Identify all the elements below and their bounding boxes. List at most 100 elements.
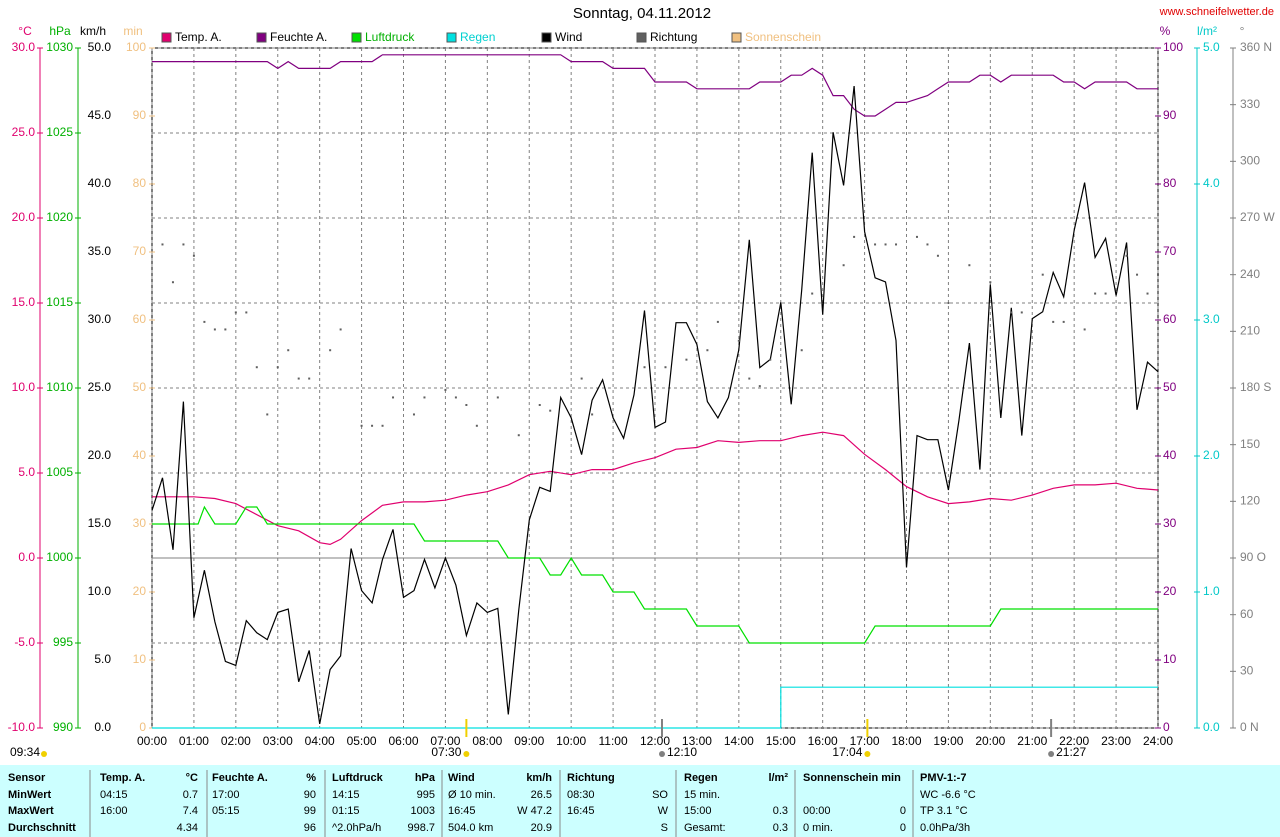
axis-unit: °C <box>18 24 32 38</box>
direction-dot <box>381 424 384 427</box>
x-tick-label: 20:00 <box>975 734 1005 748</box>
y-tick-label: 0.0 <box>18 550 35 564</box>
table-cell: W 47.2 <box>517 805 552 817</box>
table-cell: 90 <box>304 789 316 801</box>
direction-dot <box>371 424 374 427</box>
table-cell: Feuchte A. <box>212 772 268 784</box>
x-tick-label: 10:00 <box>556 734 586 748</box>
table-cell: 99 <box>304 805 316 817</box>
direction-dot <box>895 243 898 246</box>
table-cell: 1003 <box>411 805 435 817</box>
marker-dot <box>658 751 665 757</box>
table-cell: Ø 10 min. <box>448 789 496 801</box>
y-tick-label: 30 <box>1163 516 1177 530</box>
table-cell: 20.9 <box>531 822 552 834</box>
direction-dot <box>884 243 887 246</box>
x-tick-label: 08:00 <box>472 734 502 748</box>
direction-dot <box>538 404 541 406</box>
y-tick-label: 15.0 <box>88 516 112 530</box>
direction-dot <box>308 377 311 380</box>
marker-label: 12:10 <box>667 745 697 759</box>
legend-label: Richtung <box>650 30 697 44</box>
table-cell: 0.0hPa/3h <box>920 822 970 834</box>
axis-unit: % <box>1160 24 1171 38</box>
series-line <box>151 86 1159 725</box>
direction-dot <box>161 243 164 246</box>
table-cell: 16:00 <box>100 805 128 817</box>
direction-dot <box>192 254 195 257</box>
table-cell: km/h <box>526 772 552 784</box>
x-tick-label: 24:00 <box>1143 734 1173 748</box>
table-cell: Sonnenschein min <box>803 772 901 784</box>
stats-table: Sensor Temp. A. °C Feuchte A.% Luftdruck hPa W… <box>8 770 976 837</box>
y-tick-label: 1000 <box>46 550 73 564</box>
y-tick-label: 35.0 <box>88 244 112 258</box>
direction-dot <box>811 292 814 295</box>
y-tick-label: 4.0 <box>1203 176 1220 190</box>
source: www.schneifelwetter.de <box>1159 6 1274 18</box>
y-tick-label: 360 N <box>1240 40 1272 54</box>
direction-dot <box>748 377 751 380</box>
table-cell: W <box>658 805 669 817</box>
direction-dot <box>392 396 395 399</box>
y-tick-label: 80 <box>133 176 147 190</box>
table-cell: 05:15 <box>212 805 240 817</box>
x-tick-label: 23:00 <box>1101 734 1131 748</box>
direction-dot <box>171 281 174 284</box>
row-label: MinWert <box>8 789 52 801</box>
y-tick-label: 60 <box>1240 607 1254 621</box>
y-tick-label: 10.0 <box>12 380 36 394</box>
y-tick-label: 90 <box>133 108 147 122</box>
axis-unit: hPa <box>49 24 71 38</box>
series-line <box>152 431 1159 546</box>
y-tick-label: 30 <box>133 516 147 530</box>
direction-dot <box>297 377 300 380</box>
y-tick-label: 990 <box>53 720 73 734</box>
direction-dot <box>465 404 468 406</box>
direction-dot <box>968 264 971 267</box>
y-tick-label: 45.0 <box>88 108 112 122</box>
marker-dot <box>463 751 470 757</box>
y-tick-label: 20.0 <box>12 210 36 224</box>
y-tick-label: 240 <box>1240 267 1260 281</box>
chart-title: Sonntag, 04.11.2012 <box>573 5 711 22</box>
table-cell: 998.7 <box>407 822 435 834</box>
y-tick-label: 5.0 <box>18 465 35 479</box>
direction-dot <box>245 311 248 314</box>
y-tick-label: 70 <box>133 244 147 258</box>
table-cell: 4.34 <box>177 822 198 834</box>
y-tick-label: 180 S <box>1240 380 1271 394</box>
y-tick-label: 90 <box>1163 108 1177 122</box>
direction-dot <box>224 328 227 331</box>
x-tick-label: 01:00 <box>179 734 209 748</box>
y-tick-label: 40 <box>1163 448 1177 462</box>
x-tick-label: 22:00 <box>1059 734 1089 748</box>
y-tick-label: 70 <box>1163 244 1177 258</box>
direction-dot <box>706 349 709 352</box>
direction-dot <box>1010 311 1013 314</box>
y-tick-label: 1.0 <box>1203 584 1220 598</box>
table-cell: S <box>661 822 668 834</box>
y-tick-label: 120 <box>1240 494 1260 508</box>
direction-dot <box>444 388 447 391</box>
direction-dot <box>800 349 803 352</box>
y-tick-label: 40 <box>133 448 147 462</box>
x-tick-label: 05:00 <box>347 734 377 748</box>
table-cell: 0 <box>900 822 906 834</box>
y-tick-label: 5.0 <box>1203 40 1220 54</box>
direction-dot <box>339 328 342 331</box>
direction-dot <box>423 396 426 399</box>
direction-dot <box>182 243 185 246</box>
direction-dot <box>874 243 877 246</box>
table-cell: Gesamt: <box>684 822 726 834</box>
x-tick-label: 17:00 <box>850 734 880 748</box>
marker-dot <box>864 751 871 757</box>
y-tick-label: 25.0 <box>88 380 112 394</box>
x-tick-label: 03:00 <box>263 734 293 748</box>
direction-dot <box>853 235 856 238</box>
y-tick-label: 50 <box>133 380 147 394</box>
direction-dot <box>1052 320 1055 323</box>
y-tick-label: -5.0 <box>14 635 35 649</box>
x-tick-label: 09:00 <box>514 734 544 748</box>
y-tick-label: 20 <box>1163 584 1177 598</box>
